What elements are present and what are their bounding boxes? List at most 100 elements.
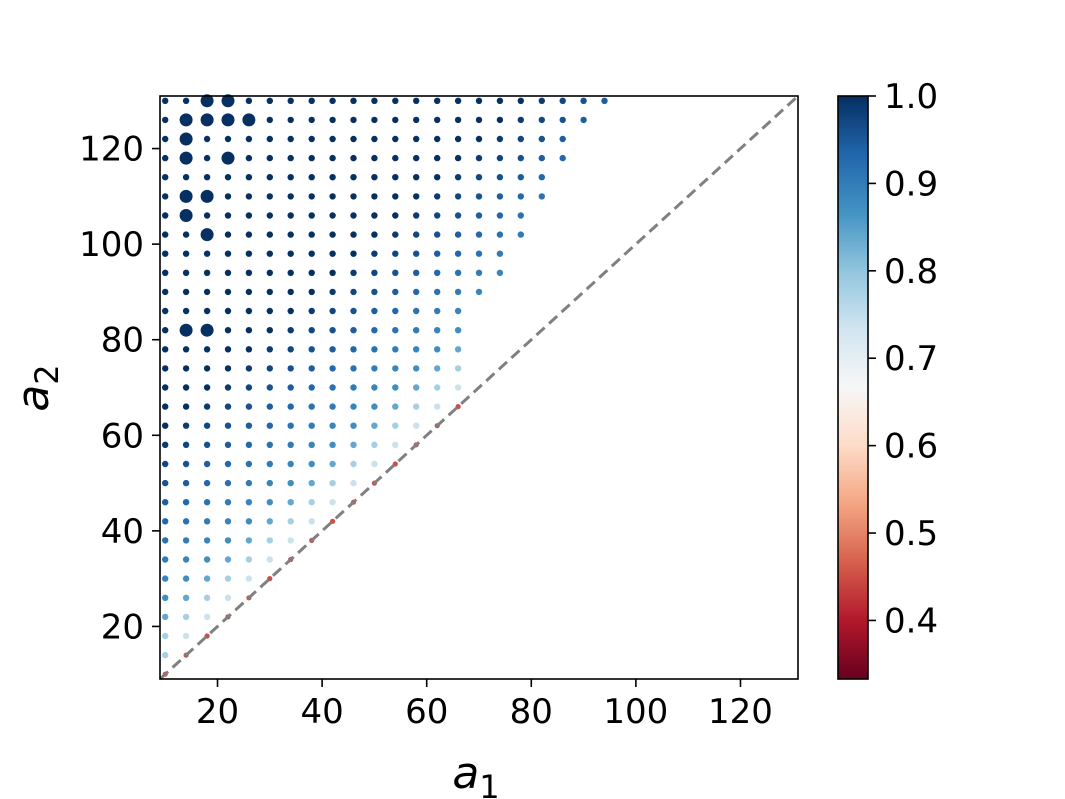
scatter-point (266, 346, 273, 353)
scatter-point (413, 135, 420, 143)
scatter-point (496, 212, 504, 219)
scatter-point (245, 288, 253, 296)
scatter-point (287, 193, 294, 200)
scatter-point (392, 384, 399, 391)
scatter-point (350, 212, 357, 219)
scatter-point (496, 231, 504, 238)
scatter-point (182, 575, 190, 582)
scatter-point (162, 269, 169, 276)
scatter-point (371, 422, 378, 429)
scatter-point (413, 193, 420, 200)
scatter-point (162, 594, 169, 601)
scatter-point (454, 174, 462, 181)
scatter-point (329, 365, 336, 372)
scatter-point (224, 594, 232, 601)
scatter-point (224, 365, 232, 372)
scatter-point (162, 97, 169, 105)
scatter-point (454, 365, 462, 372)
scatter-point (496, 97, 504, 105)
scatter-point (350, 231, 357, 238)
scatter-point (266, 327, 273, 334)
scatter-point (329, 307, 336, 315)
plot-frame (159, 95, 799, 680)
scatter-point (371, 231, 378, 238)
scatter-point (392, 403, 399, 410)
scatter-points (162, 94, 608, 677)
scatter-point (392, 365, 399, 372)
x-tick-label: 100 (603, 692, 668, 732)
scatter-point (266, 499, 273, 506)
colorbar-ticks: 0.4 0.5 0.6 0.7 0.8 0.9 1.0 (868, 77, 938, 641)
scatter-point (308, 518, 315, 525)
scatter-point (413, 269, 420, 276)
scatter-point (266, 460, 273, 468)
scatter-point (203, 288, 211, 296)
scatter-point (287, 212, 294, 219)
scatter-point (308, 154, 315, 162)
scatter-point (350, 116, 357, 124)
scatter-point (329, 441, 336, 448)
scatter-point (580, 97, 587, 105)
scatter-point (203, 460, 211, 468)
scatter-point (413, 97, 420, 105)
scatter-point (308, 97, 315, 105)
scatter-point (287, 135, 294, 143)
x-tick-label: 60 (405, 692, 448, 732)
scatter-point (434, 346, 441, 353)
scatter-point (266, 422, 273, 429)
scatter-point (182, 403, 190, 410)
scatter-point (162, 651, 169, 659)
scatter-point (559, 116, 566, 124)
scatter-point (350, 97, 357, 105)
scatter-point (182, 441, 190, 448)
scatter-point (162, 288, 169, 296)
scatter-point (371, 135, 378, 143)
scatter-point (182, 594, 190, 601)
scatter-point (475, 193, 483, 200)
scatter-point (496, 116, 504, 124)
scatter-point (182, 269, 190, 276)
scatter-point (182, 250, 190, 257)
scatter-point (371, 327, 378, 334)
scatter-point (162, 384, 169, 391)
scatter-point (454, 116, 462, 124)
scatter-point (517, 116, 524, 124)
scatter-point (266, 154, 273, 162)
scatter-point (475, 231, 483, 238)
scatter-point (371, 250, 378, 257)
scatter-point-large (200, 323, 214, 337)
scatter-point (496, 193, 504, 200)
scatter-point (266, 269, 273, 276)
scatter-point (350, 460, 357, 468)
scatter-point-large (179, 323, 193, 337)
scatter-point (266, 307, 273, 315)
reference-diagonal-line (158, 94, 800, 681)
scatter-point-large (179, 209, 193, 222)
scatter-point (329, 327, 336, 334)
scatter-point (308, 174, 315, 181)
scatter-point (454, 154, 462, 162)
scatter-point (287, 327, 294, 334)
scatter-point (475, 288, 483, 296)
scatter-point (203, 269, 211, 276)
scatter-point (434, 231, 441, 238)
scatter-point (245, 403, 253, 410)
scatter-point (350, 422, 357, 429)
scatter-point (245, 327, 253, 334)
scatter-point (350, 479, 357, 487)
scatter-point (329, 135, 336, 143)
scatter-point-large (179, 151, 193, 165)
scatter-point (287, 174, 294, 181)
scatter-point (371, 346, 378, 353)
scatter-point (308, 422, 315, 429)
scatter-point (559, 97, 566, 105)
scatter-point (162, 518, 169, 525)
scatter-point (413, 307, 420, 315)
scatter-point (182, 479, 190, 487)
scatter-point (496, 154, 504, 162)
scatter-point (224, 556, 232, 563)
scatter-point (454, 212, 462, 219)
scatter-point (517, 231, 524, 238)
scatter-point (329, 460, 336, 468)
scatter-point (580, 116, 587, 124)
